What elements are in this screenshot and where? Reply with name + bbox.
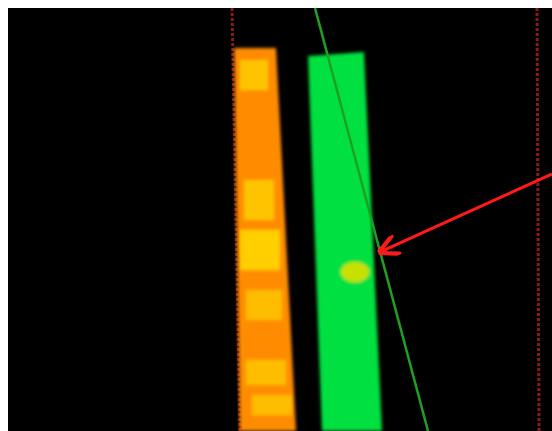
- yellow-green-patch: [341, 262, 369, 282]
- yellow-patch: [246, 290, 282, 320]
- yellow-patch: [252, 395, 292, 415]
- yellow-patch: [244, 180, 274, 220]
- scene: [0, 0, 552, 431]
- page: [0, 0, 552, 431]
- yellow-patch: [246, 360, 286, 385]
- yellow-patch: [240, 60, 268, 90]
- yellow-patch: [240, 230, 280, 270]
